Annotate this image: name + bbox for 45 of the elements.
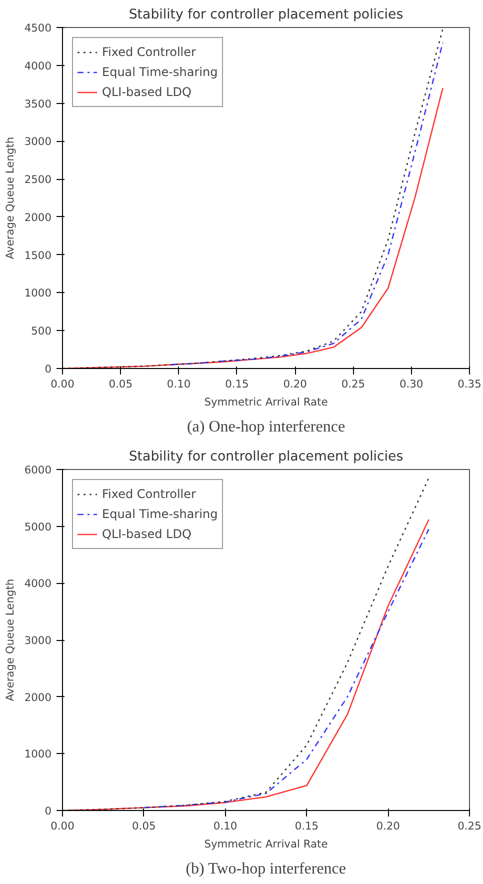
y-tick-label: 500 bbox=[31, 324, 52, 338]
text: (b) Two-hop interference bbox=[186, 860, 346, 878]
x-axis-title: Symmetric Arrival Rate bbox=[204, 838, 328, 850]
y-tick-label: 1000 bbox=[24, 748, 52, 761]
x-tick-label: 0.00 bbox=[50, 820, 75, 832]
x-tick-label: 0.00 bbox=[50, 378, 75, 390]
x-tick-label: 0.15 bbox=[225, 378, 249, 390]
y-tick-label: 3500 bbox=[24, 97, 52, 110]
chart-title: Stability for controller placement policies bbox=[128, 450, 404, 464]
x-tick-label: 0.05 bbox=[132, 820, 156, 832]
x-tick-label: 0.05 bbox=[108, 378, 133, 390]
x-tick-label: 0.20 bbox=[283, 378, 308, 390]
y-tick-label: 0 bbox=[44, 804, 52, 818]
y-tick-label: 0 bbox=[44, 362, 52, 376]
x-tick-label: 0.20 bbox=[376, 820, 400, 832]
x-axis-title: Symmetric Arrival Rate bbox=[204, 396, 328, 408]
y-tick-label: 4500 bbox=[24, 22, 52, 34]
text: (a) One-hop interference bbox=[186, 418, 346, 436]
y-tick-label: 1500 bbox=[24, 248, 52, 262]
x-tick-label: 0.25 bbox=[458, 820, 482, 832]
y-tick-label: 2500 bbox=[24, 173, 52, 186]
y-tick-label: 1000 bbox=[24, 286, 52, 300]
legend-label: Fixed Controller bbox=[102, 45, 196, 59]
y-tick-label: 4000 bbox=[24, 59, 52, 72]
y-tick-label: 3000 bbox=[24, 634, 52, 647]
y-tick-label: 4000 bbox=[24, 577, 52, 590]
y-tick-label: 3000 bbox=[24, 135, 52, 148]
y-axis-title: Average Queue Length bbox=[3, 578, 16, 702]
x-tick-label: 0.25 bbox=[341, 378, 366, 390]
y-tick-label: 2000 bbox=[24, 690, 52, 704]
x-tick-label: 0.10 bbox=[213, 820, 238, 832]
x-tick-label: 0.30 bbox=[399, 378, 424, 390]
legend-label: QLI-based LDQ bbox=[102, 85, 192, 99]
y-tick-label: 5000 bbox=[24, 520, 52, 534]
x-tick-label: 0.35 bbox=[458, 378, 482, 390]
legend-label: Fixed Controller bbox=[102, 487, 196, 501]
y-axis-title: Average Queue Length bbox=[3, 136, 16, 260]
x-tick-label: 0.15 bbox=[294, 820, 319, 832]
legend-label: Equal Time-sharing bbox=[102, 507, 218, 521]
x-tick-label: 0.10 bbox=[166, 378, 191, 390]
chart-title: Stability for controller placement policies bbox=[128, 8, 404, 22]
legend-label: QLI-based LDQ bbox=[102, 527, 192, 541]
y-tick-label: 6000 bbox=[24, 464, 52, 476]
legend-label: Equal Time-sharing bbox=[102, 65, 218, 79]
y-tick-label: 2000 bbox=[24, 210, 52, 224]
